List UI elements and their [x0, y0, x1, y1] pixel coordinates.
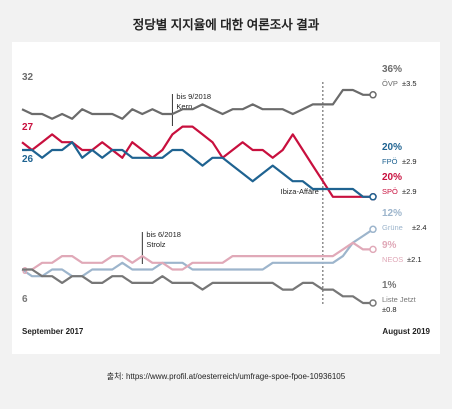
series-start-label-1: 27 — [22, 122, 34, 133]
series-end-marker-3 — [369, 225, 377, 234]
series-end-marker-0 — [369, 91, 377, 99]
series-error-4: ±2.1 — [407, 255, 422, 264]
series-error-0: ±3.5 — [402, 79, 417, 88]
series-name-4: NEOS — [382, 255, 403, 264]
series-name-2: FPÖ — [382, 157, 398, 166]
ibiza-annotation: Ibiza-Affäre — [281, 187, 319, 196]
series-error-5: ±0.8 — [382, 305, 397, 314]
x-axis-start-label: September 2017 — [22, 327, 84, 336]
annotation-sublabel-0: Kern — [176, 102, 192, 111]
series-end-marker-2 — [369, 193, 377, 201]
series-end-marker-5 — [369, 299, 377, 307]
series-error-1: ±2.9 — [402, 187, 417, 196]
annotation-sublabel-1: Strolz — [146, 240, 165, 249]
series-line-övp — [21, 88, 373, 120]
series-end-marker-4 — [369, 245, 377, 254]
series-line-liste-jetzt — [22, 268, 373, 305]
series-end-value-5: 1% — [382, 280, 397, 291]
series-error-3: ±2.4 — [412, 223, 427, 232]
source-caption: 출처: https://www.profil.at/oesterreich/um… — [106, 372, 346, 381]
series-start-label-2: 26 — [22, 154, 34, 165]
annotation-label-0: bis 9/2018 — [176, 92, 211, 101]
series-error-2: ±2.9 — [402, 157, 417, 166]
x-axis-end-label: August 2019 — [382, 327, 430, 336]
chart-title: 정당별 지지율에 대한 여론조사 결과 — [132, 18, 320, 32]
series-start-label-4: 6 — [22, 266, 28, 277]
series-name-0: ÖVP — [382, 79, 398, 88]
series-line-fpö — [22, 141, 373, 198]
chart-panel: bis 9/2018 Kern bis 6/2018 Strolz Ibiza-Affä… — [12, 42, 440, 354]
series-name-1: SPÖ — [382, 187, 398, 196]
series-end-value-3: 12% — [382, 208, 402, 219]
series-end-value-1: 20% — [382, 172, 402, 183]
series-end-value-4: 9% — [382, 240, 397, 251]
series-line-neos — [22, 241, 373, 271]
series-line-grüne — [21, 228, 374, 278]
series-name-5: Liste Jetzt — [382, 295, 417, 304]
series-start-label-0: 32 — [22, 72, 34, 83]
series-name-3: Grüne — [382, 223, 403, 232]
series-start-label-5: 6 — [22, 294, 28, 305]
series-end-value-2: 20% — [382, 142, 402, 153]
annotation-label-1: bis 6/2018 — [146, 230, 181, 239]
series-line-spö — [21, 125, 373, 198]
series-end-value-0: 36% — [382, 64, 402, 75]
